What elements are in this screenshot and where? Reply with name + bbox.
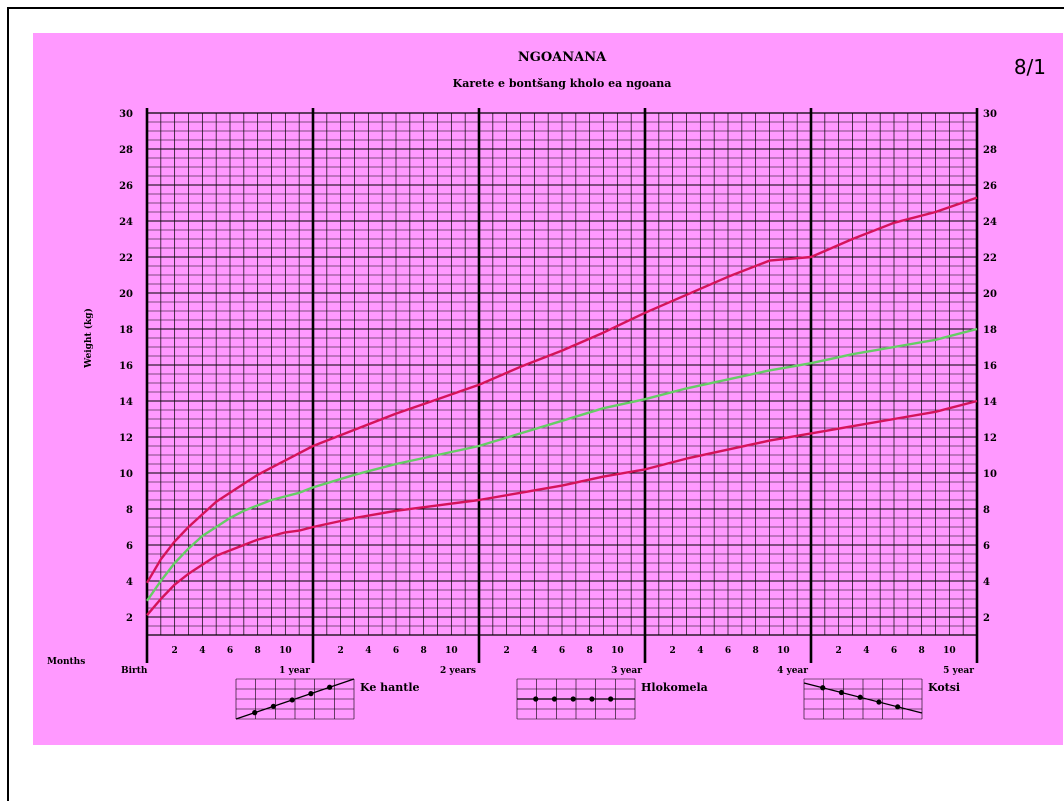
y-tick-label-right: 14 — [983, 397, 997, 408]
month-tick-label: 10 — [943, 646, 956, 656]
y-tick-label-left: 26 — [119, 181, 133, 192]
y-tick-label-left: 2 — [126, 613, 133, 624]
month-tick-label: 2 — [338, 646, 344, 656]
legend-item-down: Kotsi — [803, 678, 960, 720]
legend-dot — [533, 696, 539, 702]
month-tick-label: 4 — [199, 646, 205, 656]
legend-dot — [551, 696, 558, 702]
page-frame — [7, 7, 1064, 801]
growth-curve-lower — [146, 399, 978, 616]
y-tick-label-right: 20 — [983, 289, 997, 300]
y-tick-label-right: 22 — [983, 253, 997, 264]
legend-dot — [289, 697, 295, 703]
y-tick-label-left: 28 — [119, 145, 133, 156]
month-tick-label: 8 — [587, 646, 593, 656]
month-tick-label: 2 — [172, 646, 178, 656]
month-tick-label: 4 — [365, 646, 371, 656]
y-tick-label-right: 24 — [983, 217, 997, 228]
growth-curve-upper — [145, 196, 978, 584]
y-tick-label-left: 22 — [119, 253, 133, 264]
legend-label: Kotsi — [928, 681, 960, 694]
month-tick-label: 10 — [445, 646, 458, 656]
year-label: 5 year — [943, 666, 974, 676]
y-tick-label-right: 6 — [983, 541, 990, 552]
y-tick-label-right: 10 — [983, 469, 997, 480]
y-tick-label-left: 16 — [119, 361, 133, 372]
month-tick-label: 10 — [611, 646, 624, 656]
month-tick-label: 6 — [559, 646, 565, 656]
month-tick-label: 10 — [279, 646, 292, 656]
y-tick-label-right: 8 — [983, 505, 990, 516]
legend-dot — [270, 703, 277, 709]
growth-chart-panel: 2 2 4 4 6 6 8 8 10 10 12 12 14 14 16 16 18 18 20 20 22 22 24 24… — [33, 33, 1063, 745]
legend-label: Hlokomela — [641, 681, 708, 694]
year-label: Birth — [121, 666, 148, 676]
legend-dot — [857, 694, 863, 700]
y-tick-label-right: 26 — [983, 181, 997, 192]
month-tick-label: 2 — [504, 646, 510, 656]
month-tick-label: 6 — [393, 646, 399, 656]
month-tick-label: 4 — [531, 646, 537, 656]
y-tick-label-left: 4 — [126, 577, 133, 588]
y-tick-label-left: 10 — [119, 469, 133, 480]
y-tick-label-left: 8 — [126, 505, 133, 516]
year-label: 3 year — [611, 666, 642, 676]
month-tick-label: 8 — [919, 646, 925, 656]
legend-dot — [608, 696, 614, 702]
month-tick-label: 6 — [227, 646, 233, 656]
year-label: 2 years — [440, 666, 476, 676]
year-label: 1 year — [279, 666, 310, 676]
month-tick-label: 6 — [725, 646, 731, 656]
y-tick-label-right: 2 — [983, 613, 990, 624]
month-tick-label: 2 — [836, 646, 842, 656]
y-tick-label-left: 12 — [119, 433, 133, 444]
legend-dot — [589, 696, 595, 702]
month-tick-label: 4 — [863, 646, 869, 656]
y-tick-label-left: 6 — [126, 541, 133, 552]
month-tick-label: 4 — [697, 646, 703, 656]
legend-dot — [308, 691, 314, 697]
month-tick-label: 8 — [255, 646, 261, 656]
legend-dot — [252, 710, 258, 716]
legend-dot — [570, 696, 576, 702]
legend-dot — [876, 699, 882, 705]
y-tick-label-left: 20 — [119, 289, 133, 300]
y-tick-label-left: 24 — [119, 217, 133, 228]
month-tick-label: 6 — [891, 646, 897, 656]
y-axis-label: Weight (kg) — [83, 308, 94, 369]
legend-item-flat: Hlokomela — [516, 678, 708, 720]
y-tick-label-right: 4 — [983, 577, 990, 588]
y-tick-label-left: 30 — [119, 109, 133, 120]
year-label: 4 year — [777, 666, 808, 676]
x-axis-label: Months — [47, 657, 85, 667]
chart-title: NGOANANA — [518, 50, 607, 65]
chart-subtitle: Karete e bontšang kholo ea ngoana — [453, 77, 672, 90]
y-tick-label-left: 14 — [119, 397, 133, 408]
y-tick-label-right: 18 — [983, 325, 997, 336]
month-tick-label: 8 — [753, 646, 759, 656]
y-tick-label-right: 12 — [983, 433, 997, 444]
page-number: 8/1 — [1013, 55, 1046, 79]
y-tick-label-right: 30 — [983, 109, 997, 120]
y-tick-label-right: 16 — [983, 361, 997, 372]
legend-label: Ke hantle — [360, 681, 420, 694]
y-tick-label-left: 18 — [119, 325, 133, 336]
growth-curve-median — [146, 327, 978, 602]
legend-dot — [820, 685, 826, 691]
legend-dot — [838, 689, 845, 696]
month-tick-label: 2 — [670, 646, 676, 656]
month-tick-label: 8 — [421, 646, 427, 656]
legend-item-up: Ke hantle — [235, 678, 420, 720]
legend-dot — [327, 684, 333, 690]
y-tick-label-right: 28 — [983, 145, 997, 156]
legend-dot — [895, 704, 901, 710]
month-tick-label: 10 — [777, 646, 790, 656]
